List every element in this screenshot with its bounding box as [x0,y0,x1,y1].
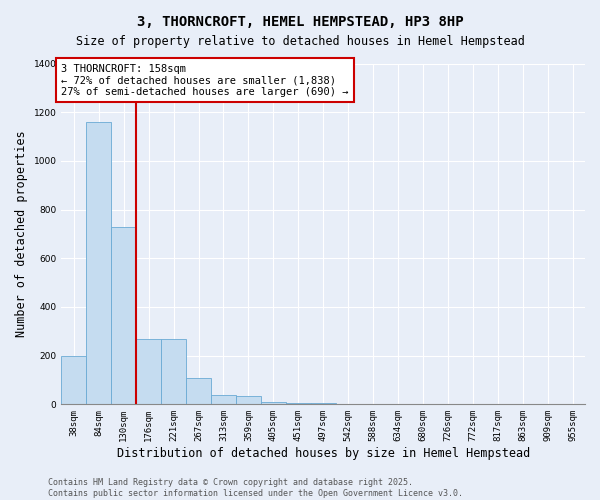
Bar [161,338,186,404]
Text: 3 THORNCROFT: 158sqm
← 72% of detached houses are smaller (1,838)
27% of semi-de: 3 THORNCROFT: 158sqm ← 72% of detached h… [61,64,349,96]
Bar [111,226,136,404]
Bar [261,402,286,404]
Text: Contains HM Land Registry data © Crown copyright and database right 2025.
Contai: Contains HM Land Registry data © Crown c… [48,478,463,498]
X-axis label: Distribution of detached houses by size in Hemel Hempstead: Distribution of detached houses by size … [116,447,530,460]
Bar [236,396,261,404]
Text: 3, THORNCROFT, HEMEL HEMPSTEAD, HP3 8HP: 3, THORNCROFT, HEMEL HEMPSTEAD, HP3 8HP [137,15,463,29]
Bar [286,403,311,404]
Bar [211,394,236,404]
Text: Size of property relative to detached houses in Hemel Hempstead: Size of property relative to detached ho… [76,35,524,48]
Bar [311,403,335,404]
Bar [186,378,211,404]
Y-axis label: Number of detached properties: Number of detached properties [15,130,28,337]
Bar [136,338,161,404]
Bar [61,356,86,405]
Bar [86,122,111,405]
